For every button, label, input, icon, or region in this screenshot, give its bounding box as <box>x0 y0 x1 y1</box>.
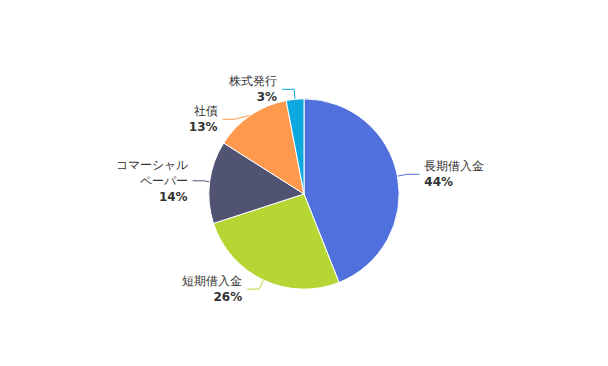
svg-text:株式発行: 株式発行 <box>228 74 277 88</box>
svg-text:ペーパー: ペーパー <box>140 174 188 188</box>
svg-text:26%: 26% <box>213 290 242 304</box>
svg-text:長期借入金: 長期借入金 <box>424 159 484 173</box>
svg-text:短期借入金: 短期借入金 <box>182 274 242 288</box>
svg-text:社債: 社債 <box>194 104 218 118</box>
svg-text:3%: 3% <box>257 90 277 104</box>
svg-text:44%: 44% <box>424 175 453 189</box>
svg-text:13%: 13% <box>189 120 218 134</box>
svg-text:コマーシャル: コマーシャル <box>116 158 188 172</box>
svg-text:14%: 14% <box>159 190 188 204</box>
